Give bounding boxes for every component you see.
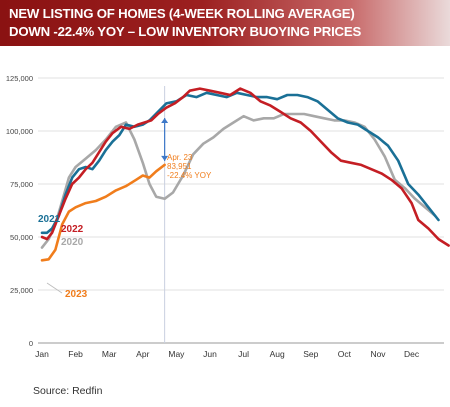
series-label-2023: 2023 [65, 289, 88, 300]
x-tick-label: Dec [404, 349, 420, 359]
chart-title-line-1: NEW LISTING OF HOMES (4-WEEK ROLLING AVE… [9, 6, 355, 21]
x-tick-label: Jan [35, 349, 49, 359]
series-label-2021: 2021 [38, 214, 61, 225]
yoy-arrow-head-down [161, 155, 169, 161]
chart-title-line-2: DOWN -22.4% YOY – LOW INVENTORY BUOYING … [9, 24, 362, 39]
x-tick-label: Mar [102, 349, 117, 359]
x-tick-label: Aug [270, 349, 285, 359]
y-tick-label: 100,000 [6, 127, 33, 136]
x-tick-label: Jul [238, 349, 249, 359]
y-tick-label: 0 [29, 339, 33, 348]
annotation-line: 83,951 [167, 162, 192, 171]
y-tick-label: 75,000 [10, 180, 33, 189]
y-tick-label: 125,000 [6, 74, 33, 83]
yoy-arrow-head-up [161, 118, 169, 124]
x-tick-label: May [168, 349, 185, 359]
annotation-line: Apr. 23 [167, 153, 193, 162]
annotation-line: -22.4% YOY [167, 171, 212, 180]
series-label-2020: 2020 [61, 237, 84, 248]
x-tick-label: Feb [68, 349, 83, 359]
series-line-2021 [40, 91, 440, 235]
x-tick-label: Jun [203, 349, 217, 359]
title-banner: NEW LISTING OF HOMES (4-WEEK ROLLING AVE… [0, 0, 450, 46]
y-tick-label: 25,000 [10, 286, 33, 295]
x-tick-label: Sep [303, 349, 318, 359]
series-line-2020 [40, 112, 437, 249]
series-line-2022 [40, 87, 450, 247]
source-note: Source: Redfin [33, 385, 103, 397]
y-tick-label: 50,000 [10, 233, 33, 242]
x-tick-label: Nov [370, 349, 386, 359]
x-tick-label: Apr [136, 349, 149, 359]
series-line-2023 [40, 163, 166, 262]
x-tick-label: Oct [338, 349, 352, 359]
series-label-2022: 2022 [61, 224, 84, 235]
series-label-leader-2023 [46, 282, 63, 294]
